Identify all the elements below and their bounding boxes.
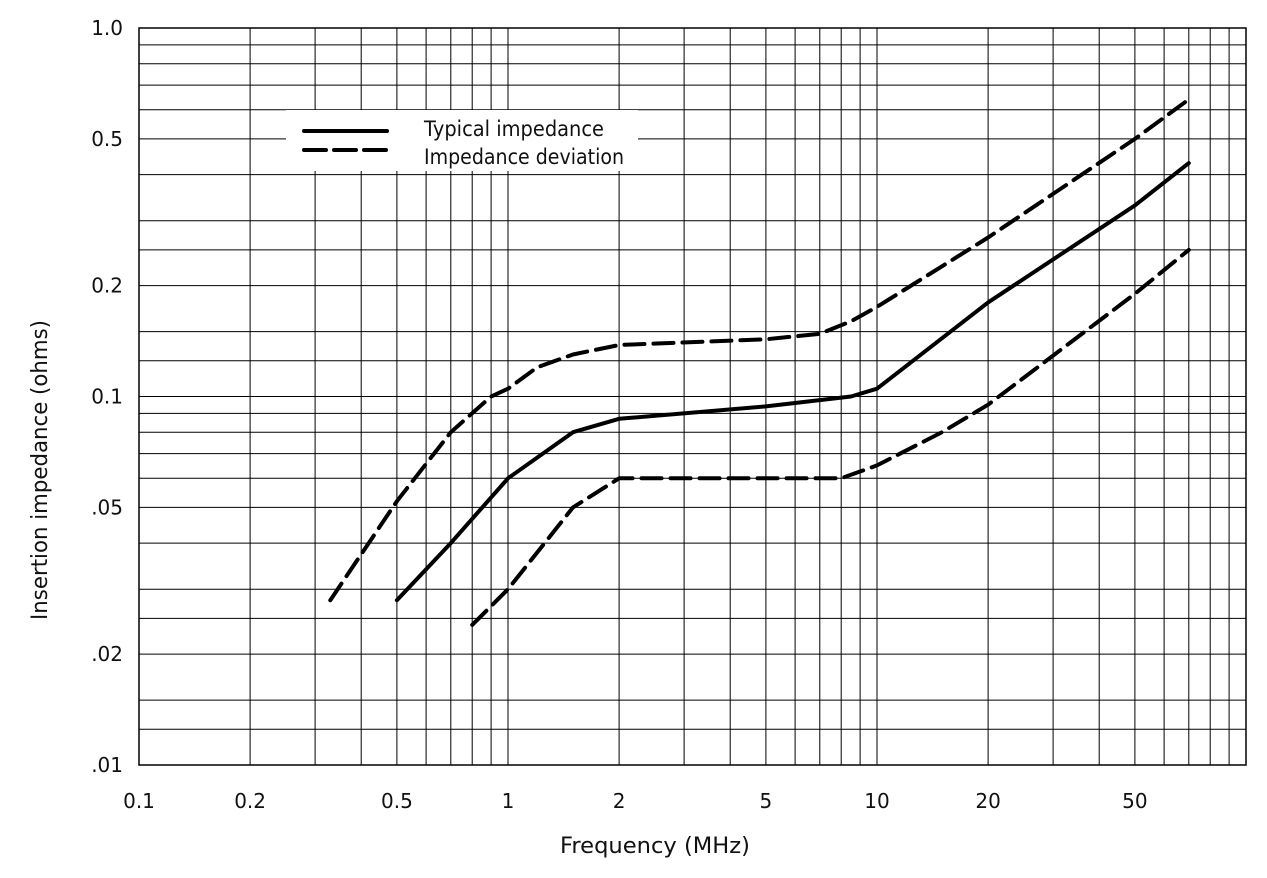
series-lines (328, 97, 1191, 627)
x-tick-label: 2 (613, 789, 626, 813)
y-tick-label: 0.5 (91, 127, 123, 151)
y-tick-label: .01 (91, 753, 123, 777)
x-tick-label: 0.5 (381, 789, 413, 813)
plot-frame (138, 27, 1247, 766)
y-axis-label: Insertion impedance (ohms) (28, 320, 53, 620)
legend: Typical impedance Impedance deviation (286, 110, 638, 171)
x-tick-label: 0.2 (234, 789, 266, 813)
y-tick-label: 1.0 (91, 16, 123, 40)
y-axis-ticks: 1.0 0.5 0.2 0.1 .05 .02 .01 (91, 16, 123, 777)
series-line-0 (328, 97, 1191, 603)
x-tick-label: 10 (864, 789, 889, 813)
y-tick-label: 0.2 (91, 274, 123, 298)
x-tick-label: 5 (760, 789, 773, 813)
series-line-2 (470, 247, 1191, 627)
x-tick-label: 1 (502, 789, 515, 813)
x-tick-label: 20 (975, 789, 1000, 813)
x-tick-label: 0.1 (123, 789, 155, 813)
legend-box (286, 110, 638, 171)
y-tick-label: .02 (91, 642, 123, 666)
y-tick-label: .05 (91, 495, 123, 519)
x-axis-ticks: 0.1 0.2 0.5 1 2 5 10 20 50 (123, 789, 1148, 813)
x-axis-label: Frequency (MHz) (560, 834, 750, 859)
y-tick-label: 0.1 (91, 385, 123, 409)
x-tick-label: 50 (1122, 789, 1147, 813)
series-line-1 (394, 161, 1191, 603)
legend-label-deviation: Impedance deviation (424, 145, 624, 169)
legend-label-typical: Typical impedance (423, 117, 604, 141)
